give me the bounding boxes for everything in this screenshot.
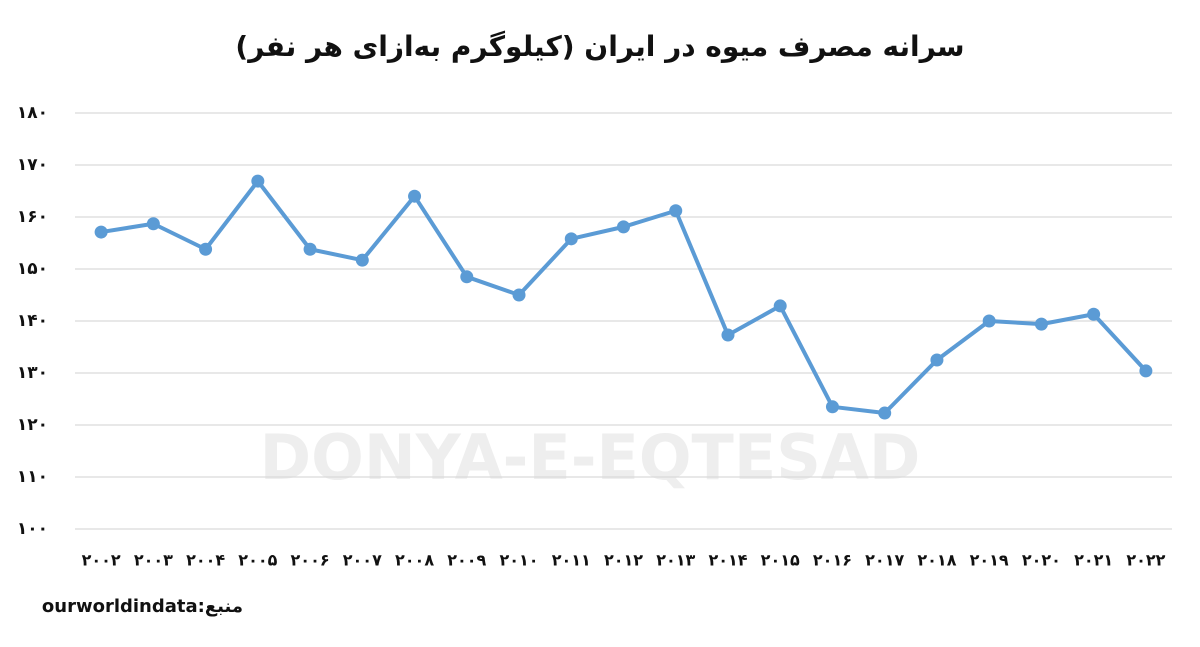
x-tick-label: ۲۰۲۱ — [1074, 551, 1113, 570]
x-tick-label: ۲۰۱۰ — [499, 551, 538, 570]
x-tick-label: ۲۰۱۴ — [708, 551, 747, 570]
x-tick-label: ۲۰۰۶ — [291, 551, 330, 570]
x-tick-label: ۲۰۲۲ — [1126, 551, 1165, 570]
point — [669, 204, 683, 218]
y-tick-label: ۱۳۰ — [17, 363, 48, 383]
point — [355, 253, 369, 267]
y-tick-label: ۱۶۰ — [17, 207, 48, 227]
point — [1139, 364, 1153, 378]
y-tick-label: ۱۱۰ — [17, 467, 48, 487]
point — [773, 299, 787, 313]
point — [721, 328, 735, 342]
x-tick-label: ۲۰۱۵ — [761, 551, 800, 570]
x-tick-label: ۲۰۰۵ — [238, 551, 277, 570]
watermark: DONYA-E-EQTESAD — [260, 421, 921, 494]
source: منبع:ourworldindata — [42, 596, 243, 617]
x-tick-label: ۲۰۱۶ — [813, 551, 852, 570]
point — [982, 314, 996, 328]
point — [1087, 307, 1101, 321]
point — [1034, 317, 1048, 331]
y-tick-label: ۱۲۰ — [17, 415, 48, 435]
point — [146, 217, 160, 231]
x-tick-label: ۲۰۰۴ — [186, 551, 225, 570]
x-tick-label: ۲۰۰۳ — [134, 551, 173, 570]
x-tick-label: ۲۰۰۹ — [447, 551, 486, 570]
point — [408, 189, 422, 203]
point — [512, 288, 526, 302]
x-tick-label: ۲۰۱۱ — [552, 551, 591, 570]
point — [460, 270, 474, 284]
point — [251, 174, 265, 188]
x-tick-label: ۲۰۲۰ — [1022, 551, 1061, 570]
x-tick-label: ۲۰۱۸ — [917, 551, 956, 570]
x-tick-label: ۲۰۱۳ — [656, 551, 695, 570]
point — [564, 232, 578, 246]
point — [303, 242, 317, 256]
point — [199, 242, 213, 256]
x-tick-label: ۲۰۱۷ — [865, 551, 904, 570]
y-tick-label: ۱۸۰ — [17, 103, 48, 123]
point — [930, 353, 944, 367]
point — [878, 406, 892, 420]
x-tick-label: ۲۰۱۹ — [970, 551, 1009, 570]
x-tick-label: ۲۰۰۷ — [343, 551, 382, 570]
x-tick-label: ۲۰۰۸ — [395, 551, 434, 570]
x-tick-label: ۲۰۰۲ — [82, 551, 121, 570]
y-tick-label: ۱۵۰ — [17, 259, 48, 279]
x-tick-label: ۲۰۱۲ — [604, 551, 643, 570]
point — [94, 225, 108, 239]
y-tick-label: ۱۷۰ — [17, 155, 48, 175]
chart-title: سرانه مصرف میوه در ایران (کیلوگرم به‌ازا… — [235, 30, 964, 63]
y-tick-label: ۱۰۰ — [17, 519, 48, 539]
line — [100, 179, 1148, 416]
point — [617, 220, 630, 234]
y-tick-label: ۱۴۰ — [17, 311, 48, 331]
point — [825, 400, 839, 414]
